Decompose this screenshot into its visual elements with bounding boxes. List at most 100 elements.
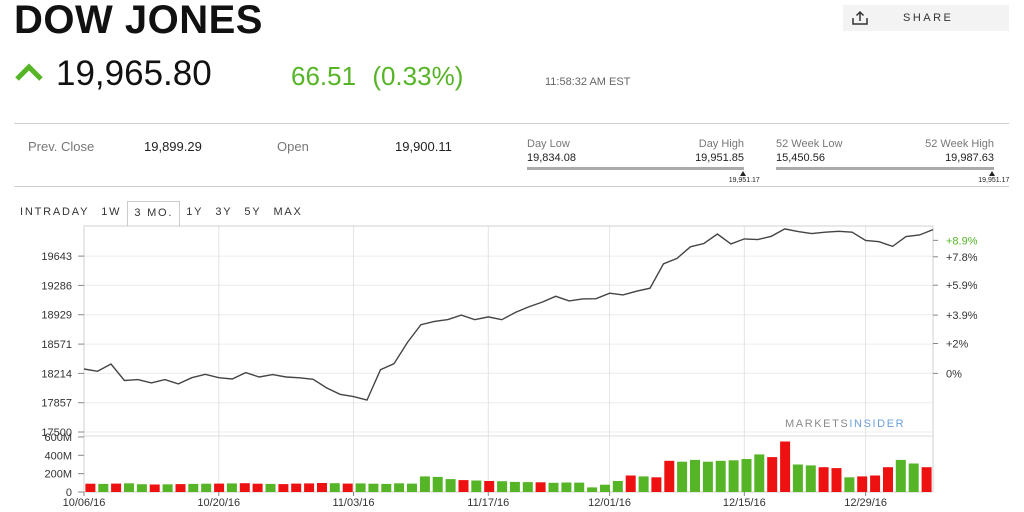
- volume-bar: [535, 482, 546, 492]
- volume-bar: [509, 481, 520, 492]
- share-button[interactable]: SHARE: [843, 5, 1009, 31]
- divider-bottom: [14, 186, 1009, 187]
- x-tick-label: 10/20/16: [197, 497, 240, 509]
- volume-bar: [612, 481, 623, 492]
- tab-3y[interactable]: 3Y: [215, 206, 233, 218]
- x-tick-label: 11/03/16: [333, 497, 375, 509]
- tab-5y[interactable]: 5Y: [244, 206, 262, 218]
- y-tick-label: 19286: [41, 280, 72, 292]
- volume-bar: [368, 483, 379, 492]
- volume-bar: [561, 482, 572, 492]
- x-tick-label: 12/29/16: [844, 497, 887, 509]
- open-value: 19,900.11: [395, 139, 452, 154]
- volume-bar: [818, 467, 829, 492]
- volume-bars: [85, 441, 932, 492]
- volume-tick-label: 200M: [44, 469, 72, 481]
- week52-low-value: 15,450.56: [776, 152, 825, 164]
- volume-bar: [497, 481, 508, 492]
- volume-bar: [149, 484, 160, 492]
- percent-tick-label: 0%: [946, 368, 962, 380]
- price-change-percent: (0.33%): [372, 61, 464, 91]
- volume-bar: [574, 482, 585, 492]
- up-arrow-icon: [15, 63, 43, 81]
- range-tabs: INTRADAY 1W 3 MO. 1Y 3Y 5Y MAX: [14, 201, 309, 227]
- volume-bar: [702, 461, 713, 492]
- volume-bar: [445, 479, 456, 492]
- volume-bar: [239, 483, 250, 492]
- volume-bar: [883, 467, 893, 492]
- volume-bar: [355, 483, 366, 492]
- price-change-value: 66.51: [291, 61, 357, 91]
- y-tick-label: 18571: [41, 339, 72, 351]
- share-label: SHARE: [903, 12, 954, 24]
- volume-bar: [98, 483, 109, 492]
- volume-bar: [741, 459, 752, 492]
- volume-bar: [381, 483, 392, 492]
- volume-bar: [484, 481, 495, 492]
- volume-bar: [767, 457, 778, 492]
- volume-bar: [111, 483, 122, 492]
- volume-bar: [664, 460, 675, 492]
- percent-tick-label: +3.9%: [946, 310, 978, 322]
- tab-intraday[interactable]: INTRADAY: [20, 206, 90, 218]
- volume-bar: [844, 477, 855, 492]
- percent-axis: +8.9% +7.8% +5.9% +3.9% +2% 0%: [933, 235, 978, 380]
- watermark-markets: MARKETS: [785, 418, 849, 430]
- percent-tick-label: +8.9%: [946, 235, 978, 247]
- tab-1w[interactable]: 1W: [101, 206, 122, 218]
- volume-bar: [317, 483, 327, 492]
- prev-close-value: 19,899.29: [144, 139, 202, 154]
- volume-bar: [690, 459, 700, 492]
- day-range-marker: [739, 171, 746, 176]
- percent-tick-label: +5.9%: [946, 280, 978, 292]
- volume-bar: [407, 483, 417, 492]
- volume-bar: [638, 476, 649, 492]
- volume-bar: [419, 476, 430, 492]
- volume-bar: [805, 465, 816, 492]
- volume-axis: 600M 400M 200M 0: [44, 432, 84, 499]
- week52-range-marker-value: 19,951.17: [978, 177, 1010, 184]
- chart-grid: [83, 226, 933, 492]
- day-low-label: Day Low: [527, 138, 570, 150]
- volume-bar: [342, 483, 353, 492]
- volume-bar: [600, 484, 610, 492]
- volume-bar: [394, 483, 405, 492]
- x-tick-label: 11/17/16: [467, 497, 509, 509]
- day-range-bar: [527, 167, 744, 170]
- percent-tick-label: +7.8%: [946, 252, 978, 264]
- volume-bar: [458, 480, 469, 492]
- tab-1y[interactable]: 1Y: [186, 206, 204, 218]
- volume-bar: [214, 483, 225, 492]
- volume-bar: [625, 475, 636, 492]
- y-tick-label: 17857: [41, 398, 72, 410]
- y-tick-label: 19643: [41, 251, 72, 263]
- tab-max[interactable]: MAX: [273, 206, 303, 218]
- volume-tick-label: 0: [66, 487, 72, 499]
- volume-bar: [471, 480, 482, 492]
- volume-bar: [124, 483, 134, 492]
- volume-bar: [265, 483, 276, 492]
- x-axis: 10/06/16 10/20/16 11/03/16 11/17/16 12/01/16…: [63, 492, 887, 509]
- volume-bar: [291, 483, 302, 492]
- markets-insider-watermark: MARKETSINSIDER: [785, 418, 905, 430]
- volume-bar: [728, 460, 739, 492]
- volume-tick-label: 400M: [44, 450, 72, 462]
- chart-frame: [83, 225, 934, 493]
- volume-bar: [432, 476, 443, 492]
- volume-bar: [162, 484, 173, 492]
- volume-bar: [908, 463, 919, 492]
- week52-low-label: 52 Week Low: [776, 138, 843, 150]
- volume-bar: [895, 459, 906, 492]
- quote-time: 11:58:32 AM EST: [545, 76, 631, 88]
- week52-range-bar: [776, 167, 994, 170]
- y-tick-label: 17500: [41, 427, 72, 439]
- x-tick-label: 12/15/16: [723, 497, 766, 509]
- price-change: 66.51 (0.33%): [291, 61, 463, 92]
- volume-bar: [329, 483, 340, 492]
- tab-3mo[interactable]: 3 MO.: [127, 201, 181, 227]
- y-axis: 19643 19286 18929 18571 18214 17857 17500: [41, 251, 84, 439]
- volume-tick-label: 600M: [44, 432, 72, 444]
- volume-bar: [857, 476, 868, 492]
- volume-bar: [252, 483, 263, 492]
- volume-bar: [715, 460, 726, 492]
